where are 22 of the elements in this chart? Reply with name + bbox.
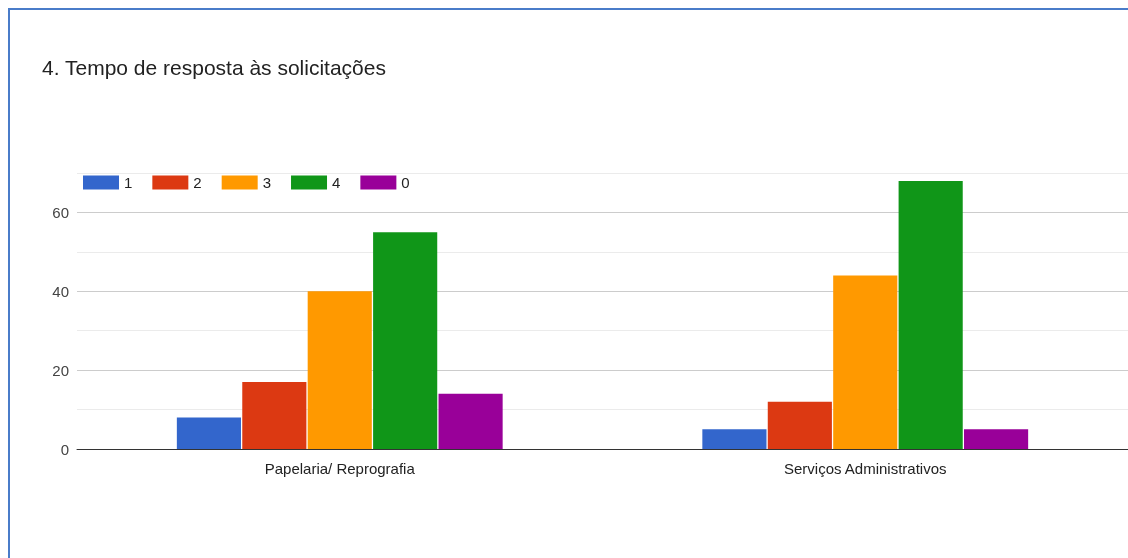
- legend-label: 0: [401, 174, 410, 191]
- bar: [242, 381, 307, 449]
- bar: [438, 393, 503, 449]
- bar: [373, 232, 438, 449]
- bar: [176, 417, 241, 449]
- legend-label: 3: [262, 174, 272, 191]
- chart-title: 4. Tempo de resposta às solicitações: [42, 56, 386, 79]
- bar: [964, 429, 1029, 449]
- bar: [833, 275, 898, 449]
- y-tick-label: 40: [52, 282, 69, 300]
- legend-label: 1: [124, 174, 133, 191]
- y-tick-label: 20: [52, 361, 69, 379]
- legend-label: 4: [332, 174, 341, 191]
- y-tick-label: 60: [52, 203, 69, 221]
- bar: [307, 291, 372, 449]
- legend-label: 2: [193, 174, 202, 191]
- bar: [767, 401, 832, 449]
- x-tick-label: Serviços Administrativos: [783, 460, 947, 477]
- bar: [702, 429, 767, 449]
- y-tick-label: 0: [60, 440, 69, 458]
- x-tick-label: Papelaria/ Reprografia: [264, 460, 416, 477]
- bar: [898, 180, 963, 449]
